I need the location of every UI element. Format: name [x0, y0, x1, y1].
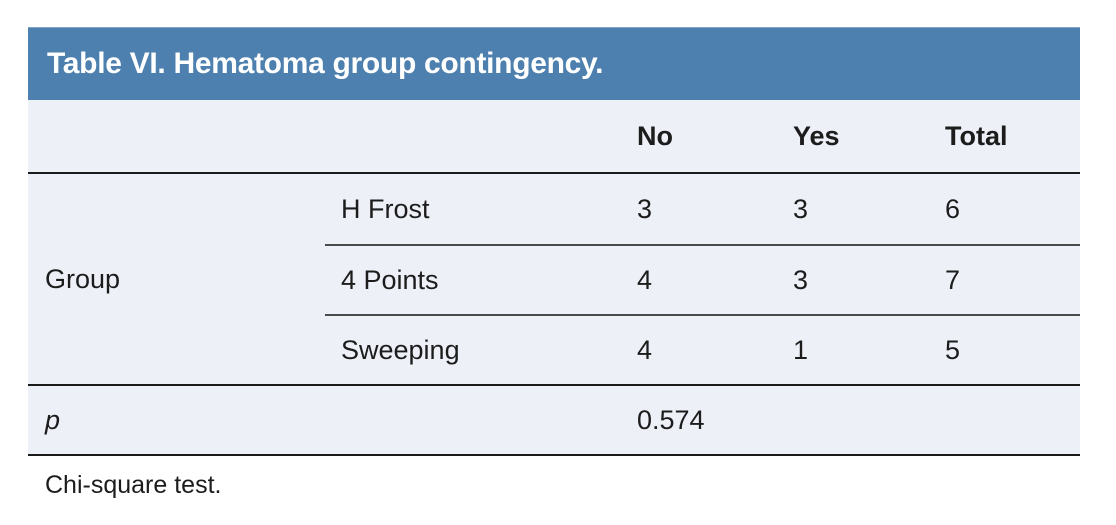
value-h-frost-total: 6	[945, 193, 961, 224]
table-vi-card: Table VI. Hematoma group contingency. No…	[28, 27, 1080, 456]
column-header-no: No	[637, 120, 673, 151]
table-title-bar: Table VI. Hematoma group contingency.	[28, 27, 1080, 100]
table-header-row: No Yes Total	[28, 100, 1080, 174]
value-4-points-no: 4	[637, 244, 793, 314]
row-label-sweeping: Sweeping	[325, 314, 637, 384]
group-section: Group H Frost 3 3 6 4 Points 4 3 7 Sweep…	[28, 174, 1080, 386]
p-value-row: p 0.574	[28, 386, 1080, 456]
row-header-group: Group	[45, 263, 121, 294]
value-sweeping-yes: 1	[793, 314, 945, 384]
value-4-points-yes: 3	[793, 244, 945, 314]
table-title: Table VI. Hematoma group contingency.	[47, 47, 604, 80]
value-h-frost-yes: 3	[793, 193, 809, 224]
column-header-yes: Yes	[793, 120, 840, 151]
column-header-total: Total	[945, 120, 1008, 151]
value-sweeping-no: 4	[637, 314, 793, 384]
p-value: 0.574	[637, 404, 705, 435]
table-footnote: Chi-square test.	[45, 471, 222, 499]
row-label-4-points: 4 Points	[325, 244, 637, 314]
value-sweeping-total: 5	[945, 314, 1080, 384]
row-label-h-frost: H Frost	[341, 193, 430, 224]
value-h-frost-no: 3	[637, 193, 653, 224]
row-header-p: p	[45, 404, 61, 435]
value-4-points-total: 7	[945, 244, 1080, 314]
